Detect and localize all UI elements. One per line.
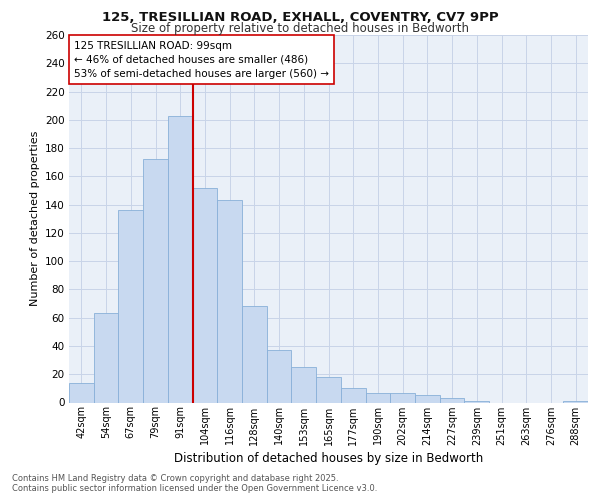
Y-axis label: Number of detached properties: Number of detached properties — [29, 131, 40, 306]
Bar — [143, 160, 168, 402]
Bar — [217, 200, 242, 402]
Bar — [390, 392, 415, 402]
Bar — [94, 314, 118, 402]
Bar — [464, 401, 489, 402]
X-axis label: Distribution of detached houses by size in Bedworth: Distribution of detached houses by size … — [174, 452, 483, 464]
Bar — [267, 350, 292, 403]
Text: Size of property relative to detached houses in Bedworth: Size of property relative to detached ho… — [131, 22, 469, 35]
Bar — [563, 401, 588, 402]
Text: Contains public sector information licensed under the Open Government Licence v3: Contains public sector information licen… — [12, 484, 377, 493]
Bar — [415, 396, 440, 402]
Bar — [292, 367, 316, 402]
Text: Contains HM Land Registry data © Crown copyright and database right 2025.: Contains HM Land Registry data © Crown c… — [12, 474, 338, 483]
Bar — [365, 392, 390, 402]
Bar — [316, 377, 341, 402]
Text: 125 TRESILLIAN ROAD: 99sqm
← 46% of detached houses are smaller (486)
53% of sem: 125 TRESILLIAN ROAD: 99sqm ← 46% of deta… — [74, 40, 329, 78]
Bar — [168, 116, 193, 403]
Bar — [440, 398, 464, 402]
Bar — [69, 382, 94, 402]
Bar — [341, 388, 365, 402]
Bar — [118, 210, 143, 402]
Text: 125, TRESILLIAN ROAD, EXHALL, COVENTRY, CV7 9PP: 125, TRESILLIAN ROAD, EXHALL, COVENTRY, … — [101, 11, 499, 24]
Bar — [193, 188, 217, 402]
Bar — [242, 306, 267, 402]
